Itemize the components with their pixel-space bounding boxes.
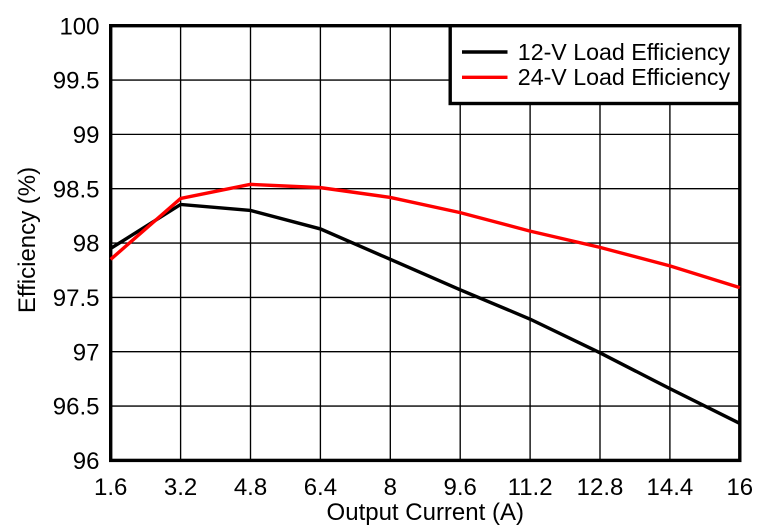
svg-text:99: 99 [73,122,100,149]
svg-text:96.5: 96.5 [53,394,100,421]
svg-text:99.5: 99.5 [53,68,100,95]
svg-text:Output Current (A): Output Current (A) [327,499,524,526]
svg-text:12-V Load Efficiency: 12-V Load Efficiency [518,39,731,65]
svg-text:98.5: 98.5 [53,176,100,203]
svg-text:Efficiency (%): Efficiency (%) [14,167,41,313]
svg-text:97.5: 97.5 [53,285,100,312]
svg-text:8: 8 [384,474,397,501]
svg-text:24-V Load Efficiency: 24-V Load Efficiency [518,64,731,90]
svg-text:96: 96 [73,448,100,475]
svg-text:1.6: 1.6 [94,474,127,501]
svg-text:14.4: 14.4 [647,474,694,501]
svg-text:3.2: 3.2 [164,474,197,501]
svg-text:97: 97 [73,339,100,366]
svg-text:9.6: 9.6 [444,474,477,501]
svg-text:12.8: 12.8 [577,474,624,501]
svg-text:98: 98 [73,231,100,258]
svg-text:6.4: 6.4 [304,474,337,501]
svg-text:4.8: 4.8 [234,474,267,501]
svg-text:100: 100 [59,13,99,40]
svg-text:16: 16 [726,474,753,501]
svg-text:11.2: 11.2 [508,474,553,501]
